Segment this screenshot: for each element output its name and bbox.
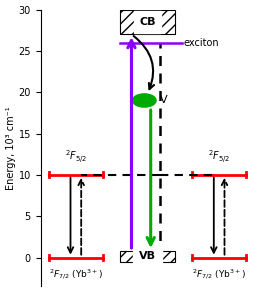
Text: VB: VB [139, 251, 156, 261]
Y-axis label: Energy, 10³ cm⁻¹: Energy, 10³ cm⁻¹ [5, 106, 16, 190]
Text: exciton: exciton [184, 38, 219, 48]
Text: V: V [160, 95, 168, 105]
Bar [120, 10, 175, 34]
Bar [120, 251, 175, 262]
Ellipse shape [133, 94, 156, 107]
Text: $^2F_{5/2}$: $^2F_{5/2}$ [208, 148, 230, 165]
Text: CB: CB [139, 17, 156, 27]
Text: $^2F_{7/2}$ (Yb$^{3+}$): $^2F_{7/2}$ (Yb$^{3+}$) [49, 267, 103, 282]
Text: $^2F_{5/2}$: $^2F_{5/2}$ [65, 148, 87, 165]
Text: $^2F_{7/2}$ (Yb$^{3+}$): $^2F_{7/2}$ (Yb$^{3+}$) [192, 267, 246, 282]
